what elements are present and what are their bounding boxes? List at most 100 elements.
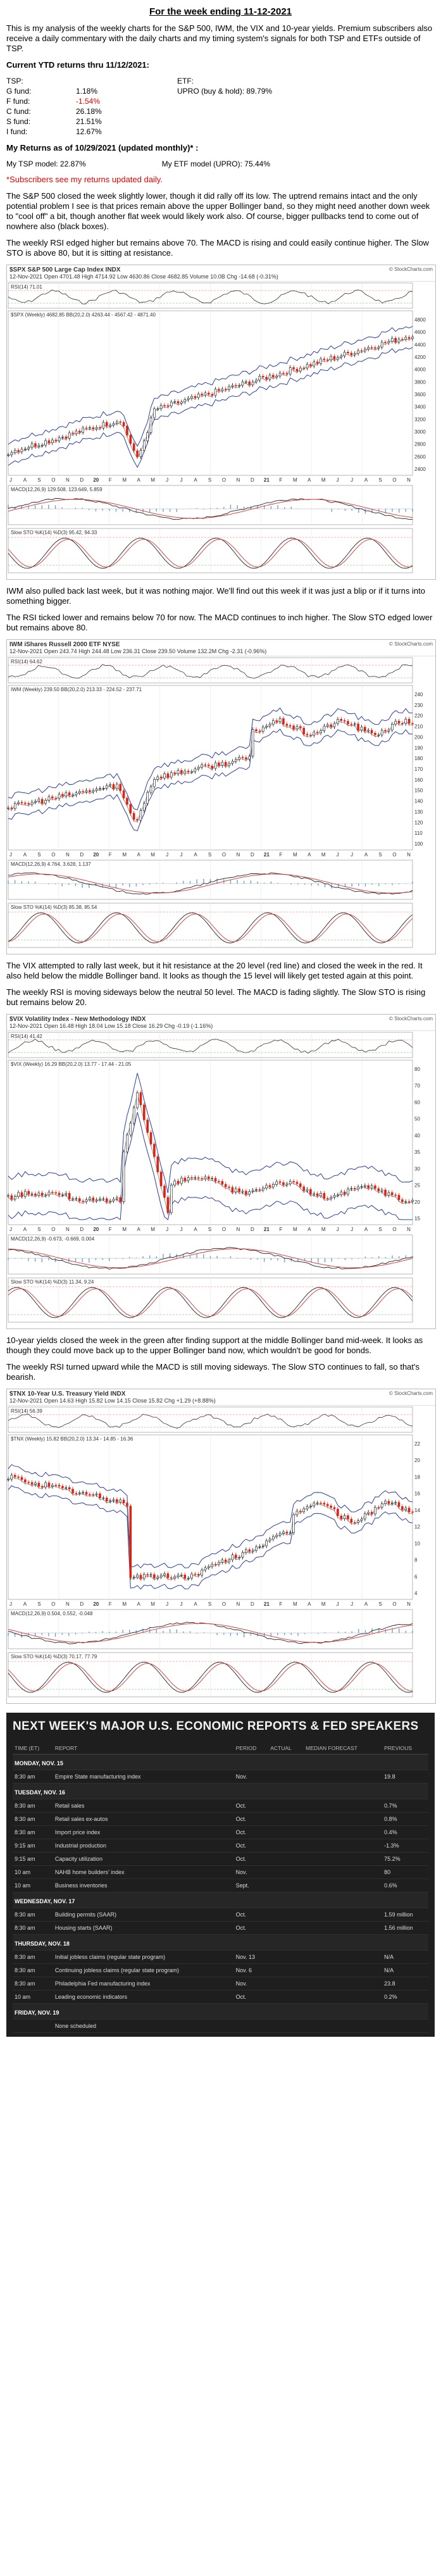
x-tick-label: O (51, 1601, 55, 1607)
table-cell (304, 1799, 383, 1813)
rsi-panel: RSI(14) 71.01 (8, 282, 413, 309)
y-tick-label: 10 (414, 1541, 420, 1546)
table-cell (304, 1825, 383, 1839)
x-tick-label: J (337, 1601, 339, 1607)
x-tick-label: N (66, 1601, 70, 1607)
y-tick-label: 12 (414, 1524, 420, 1530)
slow-sto-panel: Slow STO %K(14) %D(3) 95.42, 94.33 (8, 528, 413, 573)
intro-text: This is my analysis of the weekly charts… (6, 23, 433, 53)
x-tick-label: A (364, 1227, 368, 1232)
table-cell: Nov. 13 (233, 1950, 269, 1964)
table-cell (268, 1921, 304, 1935)
table-header-row: TIME (ET) REPORT PERIOD ACTUAL MEDIAN FORECA… (13, 1742, 428, 1754)
rsi-panel: RSI(14) 56.39 (8, 1406, 413, 1433)
y-tick-label: 3800 (414, 379, 426, 385)
x-tick-label: M (122, 1227, 127, 1232)
x-tick-label: M (293, 1601, 297, 1607)
returns-row: My TSP model: 22.87% My ETF model (UPRO)… (6, 159, 435, 168)
table-cell (304, 1921, 383, 1935)
chart-copyright: © StockCharts.com (388, 266, 433, 272)
tnx-paragraph-1: 10-year yields closed the week in the gr… (6, 1335, 423, 1355)
chart-header: $SPX S&P 500 Large Cap Index INDX 12-Nov-… (7, 265, 435, 282)
table-row: 8:30 am Philadelphia Fed manufacturing in… (13, 1977, 428, 1991)
x-tick-label: A (194, 477, 197, 483)
chart-ohlc: 12-Nov-2021 Open 243.74 High 244.48 Low … (9, 648, 267, 654)
y-tick-label: 2400 (414, 466, 426, 472)
table-cell: 0.4% (382, 1825, 428, 1839)
table-cell: Building permits (SAAR) (53, 1908, 234, 1922)
panel-label: MACD(12,26,9) 0.504, 0.552, -0.048 (11, 1611, 93, 1616)
x-tick-label: A (137, 852, 141, 858)
x-tick-label: M (321, 477, 326, 483)
y-tick-label: 4 (414, 1591, 418, 1596)
rsi-panel: RSI(14) 41.42 (8, 1032, 413, 1058)
x-tick-label: J (337, 1227, 339, 1232)
table-cell (304, 1852, 383, 1866)
tnx-paragraph-2: The weekly RSI turned upward while the M… (6, 1362, 420, 1382)
table-cell (304, 1839, 383, 1853)
table-cell: 0.7% (382, 1799, 428, 1813)
table-cell (304, 2019, 383, 2033)
tnx-chart-svg: RSI(14) 56.39 $TNX (Weekly) 15.82 BB(20,2… (7, 1406, 420, 1698)
table-row: 8:30 am Continuing jobless claims (regula… (13, 1963, 428, 1977)
x-tick-label: 20 (93, 1227, 99, 1232)
table-cell (268, 1770, 304, 1784)
table-row: 8:30 am Housing starts (SAAR) Oct. 1.56 mil… (13, 1921, 428, 1935)
y-tick-label: 170 (414, 766, 423, 772)
table-cell (304, 1977, 383, 1991)
table-cell: 9:15 am (13, 1852, 53, 1866)
vix-chart-svg: RSI(14) 41.42 $VIX (Weekly) 16.29 BB(20,2… (7, 1032, 420, 1323)
y-tick-label: 60 (414, 1099, 420, 1105)
y-tick-label: 120 (414, 820, 423, 825)
chart-header: $VIX Volatility Index - New Methodology … (7, 1015, 435, 1031)
x-tick-label: J (9, 477, 12, 483)
x-tick-label: J (166, 1227, 168, 1232)
table-cell: 8:30 am (13, 1825, 53, 1839)
day-row: MONDAY, NOV. 15 (13, 1754, 428, 1770)
table-cell (382, 2019, 428, 2033)
y-tick-label: 190 (414, 745, 423, 751)
x-tick-label: N (66, 1227, 70, 1232)
panel-label: MACD(12,26,9) 4.764, 3.628, 1.137 (11, 861, 91, 867)
x-tick-label: D (251, 1601, 254, 1607)
x-tick-label: J (351, 1227, 353, 1232)
y-tick-label: 220 (414, 713, 423, 719)
y-tick-label: 2600 (414, 454, 426, 460)
table-cell (304, 1879, 383, 1892)
x-tick-label: A (307, 1227, 311, 1232)
x-tick-label: O (51, 477, 55, 483)
panel-label: Slow STO %K(14) %D(3) 95.42, 94.33 (11, 530, 97, 535)
spx-chart-svg: RSI(14) 71.01 $SPX (Weekly) 4682.85 BB(20… (7, 282, 426, 573)
x-tick-label: J (166, 477, 168, 483)
table-cell: 10 am (13, 1879, 53, 1892)
table-cell: Oct. (233, 1799, 269, 1813)
column-header: ACTUAL (268, 1742, 304, 1754)
macd-panel: MACD(12,26,9) 0.504, 0.552, -0.048 (8, 1609, 413, 1649)
x-tick-label: N (237, 1601, 240, 1607)
tnx-chart: $TNX 10-Year U.S. Treasury Yield INDX 12-… (6, 1389, 436, 1704)
panel-label: Slow STO %K(14) %D(3) 85.38, 85.54 (11, 904, 97, 910)
panel-label: IWM (Weekly) 239.50 BB(20,2.0) 213.33 - … (11, 687, 142, 692)
day-row: TUESDAY, NOV. 16 (13, 1783, 428, 1799)
x-tick-label: J (166, 852, 168, 858)
y-tick-label: 4400 (414, 342, 426, 347)
table-cell: 8:30 am (13, 1963, 53, 1977)
x-tick-label: 21 (264, 852, 270, 858)
macd-panel: MACD(12,26,9) 4.764, 3.628, 1.137 (8, 860, 413, 900)
macd-panel: MACD(12,26,9) 129.508, 123.649, 5.859 (8, 485, 413, 525)
table-cell: 75.2% (382, 1852, 428, 1866)
x-tick-label: F (109, 1601, 112, 1607)
y-tick-label: 3400 (414, 404, 426, 410)
y-tick-label: 130 (414, 809, 423, 815)
table-cell: Oct. (233, 1812, 269, 1826)
y-tick-label: 200 (414, 734, 423, 740)
table-cell (304, 1770, 383, 1784)
x-tick-label: J (351, 1601, 353, 1607)
x-tick-label: 20 (93, 477, 99, 483)
x-tick-label: J (337, 477, 339, 483)
y-tick-label: 230 (414, 703, 423, 708)
x-tick-label: J (9, 852, 12, 858)
x-tick-label: J (351, 852, 353, 858)
panel-label: Slow STO %K(14) %D(3) 11.34, 9.24 (11, 1279, 94, 1285)
price-panel: $VIX (Weekly) 16.29 BB(20,2.0) 13.77 - 1… (7, 1060, 414, 1225)
